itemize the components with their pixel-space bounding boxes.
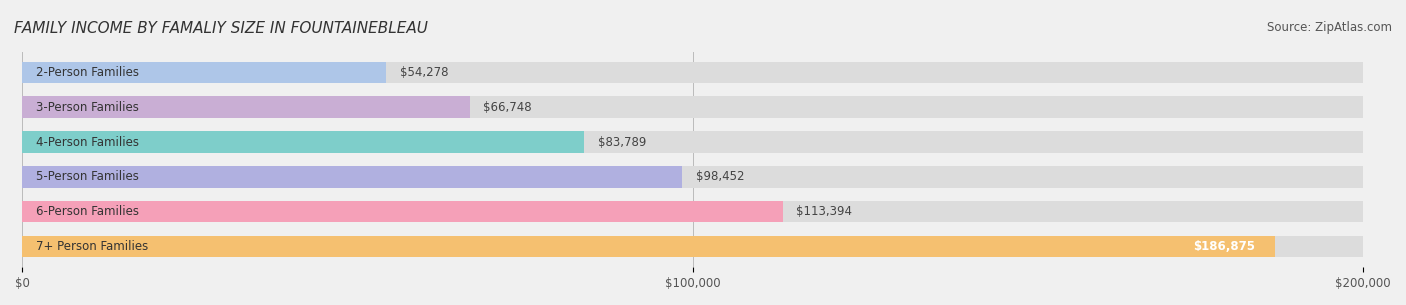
Bar [22,131,583,153]
Text: 7+ Person Families: 7+ Person Families [35,240,148,253]
Bar [22,236,1275,257]
Text: Source: ZipAtlas.com: Source: ZipAtlas.com [1267,21,1392,34]
Bar [22,166,1364,188]
Text: 5-Person Families: 5-Person Families [35,170,139,183]
Bar [22,62,387,83]
Bar [22,96,1364,118]
Bar [22,166,682,188]
Bar [22,62,1364,83]
Text: $98,452: $98,452 [696,170,744,183]
Text: $54,278: $54,278 [399,66,449,79]
Text: $186,875: $186,875 [1194,240,1256,253]
Text: FAMILY INCOME BY FAMALIY SIZE IN FOUNTAINEBLEAU: FAMILY INCOME BY FAMALIY SIZE IN FOUNTAI… [14,21,427,36]
Bar [22,131,1364,153]
Bar [22,201,783,222]
Text: 2-Person Families: 2-Person Families [35,66,139,79]
Text: $83,789: $83,789 [598,135,645,149]
Bar [22,201,1364,222]
Text: 6-Person Families: 6-Person Families [35,205,139,218]
Text: $113,394: $113,394 [796,205,852,218]
Text: 4-Person Families: 4-Person Families [35,135,139,149]
Text: $66,748: $66,748 [484,101,531,114]
Text: 3-Person Families: 3-Person Families [35,101,139,114]
Bar [22,96,470,118]
Bar [22,236,1364,257]
